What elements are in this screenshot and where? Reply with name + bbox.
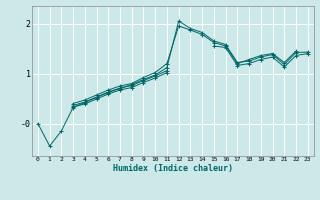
X-axis label: Humidex (Indice chaleur): Humidex (Indice chaleur) [113,164,233,173]
